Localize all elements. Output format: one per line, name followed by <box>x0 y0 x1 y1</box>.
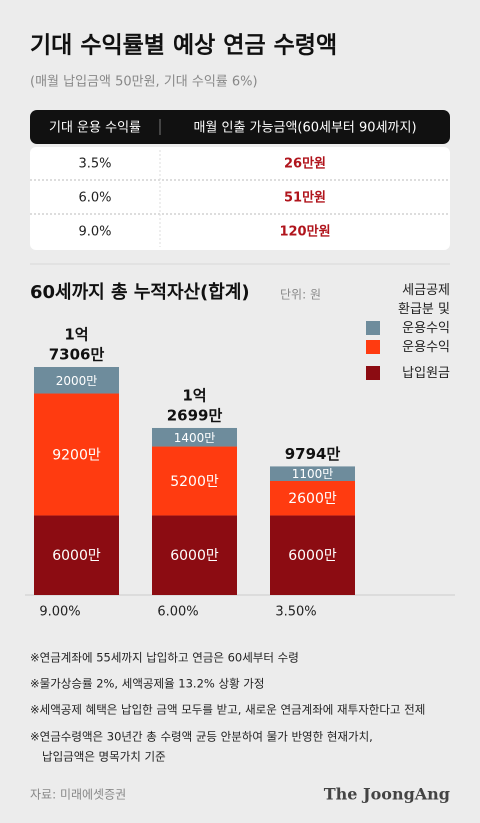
segment-label: 6000만 <box>288 548 337 564</box>
legend-item: 납입원금 <box>366 364 450 383</box>
bar-segment <box>34 393 119 516</box>
note: ※물가상승률 2%, 세액공제율 13.2% 상황 가정 <box>30 677 264 691</box>
note: ※연금수령액은 30년간 총 수령액 균등 안분하여 물가 반영한 현재가치, <box>30 730 373 744</box>
table-cell: 120만원 <box>279 224 330 240</box>
note: ※연금계좌에 55세까지 납입하고 연금은 60세부터 수령 <box>30 651 299 665</box>
bar-segment <box>152 515 237 595</box>
legend-label: 운용수익 <box>402 340 450 355</box>
brand: The JoongAng <box>324 785 450 804</box>
segment-label: 1400만 <box>174 431 216 445</box>
table-header-bg <box>30 110 450 144</box>
table-header: 매월 인출 가능금액(60세부터 90세까지) <box>193 121 416 136</box>
segment-label: 1100만 <box>292 467 334 481</box>
bar-segment <box>270 515 355 595</box>
bar-segment <box>34 367 119 394</box>
legend-item: 세금공제 환급분 및 운용수익 <box>366 281 450 338</box>
unit-label: 단위: 원 <box>280 288 321 302</box>
x-tick-label: 9.00% <box>39 605 80 620</box>
legend-swatch <box>366 321 380 335</box>
x-tick-label: 6.00% <box>157 605 198 620</box>
total-label: 1억 <box>64 326 88 344</box>
legend-swatch <box>366 366 380 380</box>
x-tick-label: 3.50% <box>275 605 316 620</box>
table-cell: 6.0% <box>78 191 111 206</box>
subtitle: (매월 납입금액 50만원, 기대 수익률 6%) <box>30 75 258 90</box>
legend-label: 납입원금 <box>402 366 450 381</box>
total-label: 1억 <box>182 386 206 404</box>
total-label: 2699만 <box>167 406 223 424</box>
segment-label: 2600만 <box>288 491 337 507</box>
bar-segment <box>34 515 119 595</box>
legend-label: 세금공제 환급분 및 운용수익 <box>398 283 450 336</box>
bar-segment <box>152 427 237 447</box>
bar-segment <box>152 446 237 516</box>
bar-segment <box>270 466 355 481</box>
table-cell: 9.0% <box>78 225 111 240</box>
segment-label: 6000만 <box>52 548 101 564</box>
title: 기대 수익률별 예상 연금 수령액 <box>30 33 337 59</box>
table-header: 기대 운용 수익률 <box>49 121 141 136</box>
legend-swatch <box>366 340 380 354</box>
note: 납입금액은 명목가치 기준 <box>42 750 166 764</box>
total-label: 7306만 <box>49 346 105 364</box>
chart-title: 60세까지 총 누적자산(합계) <box>30 281 250 303</box>
total-label: 9794만 <box>285 445 341 463</box>
segment-label: 6000만 <box>170 548 219 564</box>
note: ※세액공제 혜택은 납입한 금액 모두를 받고, 새로운 연금계좌에 재투자한다… <box>30 703 425 717</box>
source: 자료: 미래에셋증권 <box>30 788 126 802</box>
segment-label: 2000만 <box>56 374 98 388</box>
legend-item: 운용수익 <box>366 338 450 357</box>
table-body-bg <box>30 147 450 250</box>
table-cell: 51만원 <box>284 190 326 206</box>
table-cell: 26만원 <box>284 156 326 172</box>
segment-label: 9200만 <box>52 447 101 463</box>
bar-segment <box>270 481 355 516</box>
segment-label: 5200만 <box>170 474 219 490</box>
table-cell: 3.5% <box>78 157 111 172</box>
